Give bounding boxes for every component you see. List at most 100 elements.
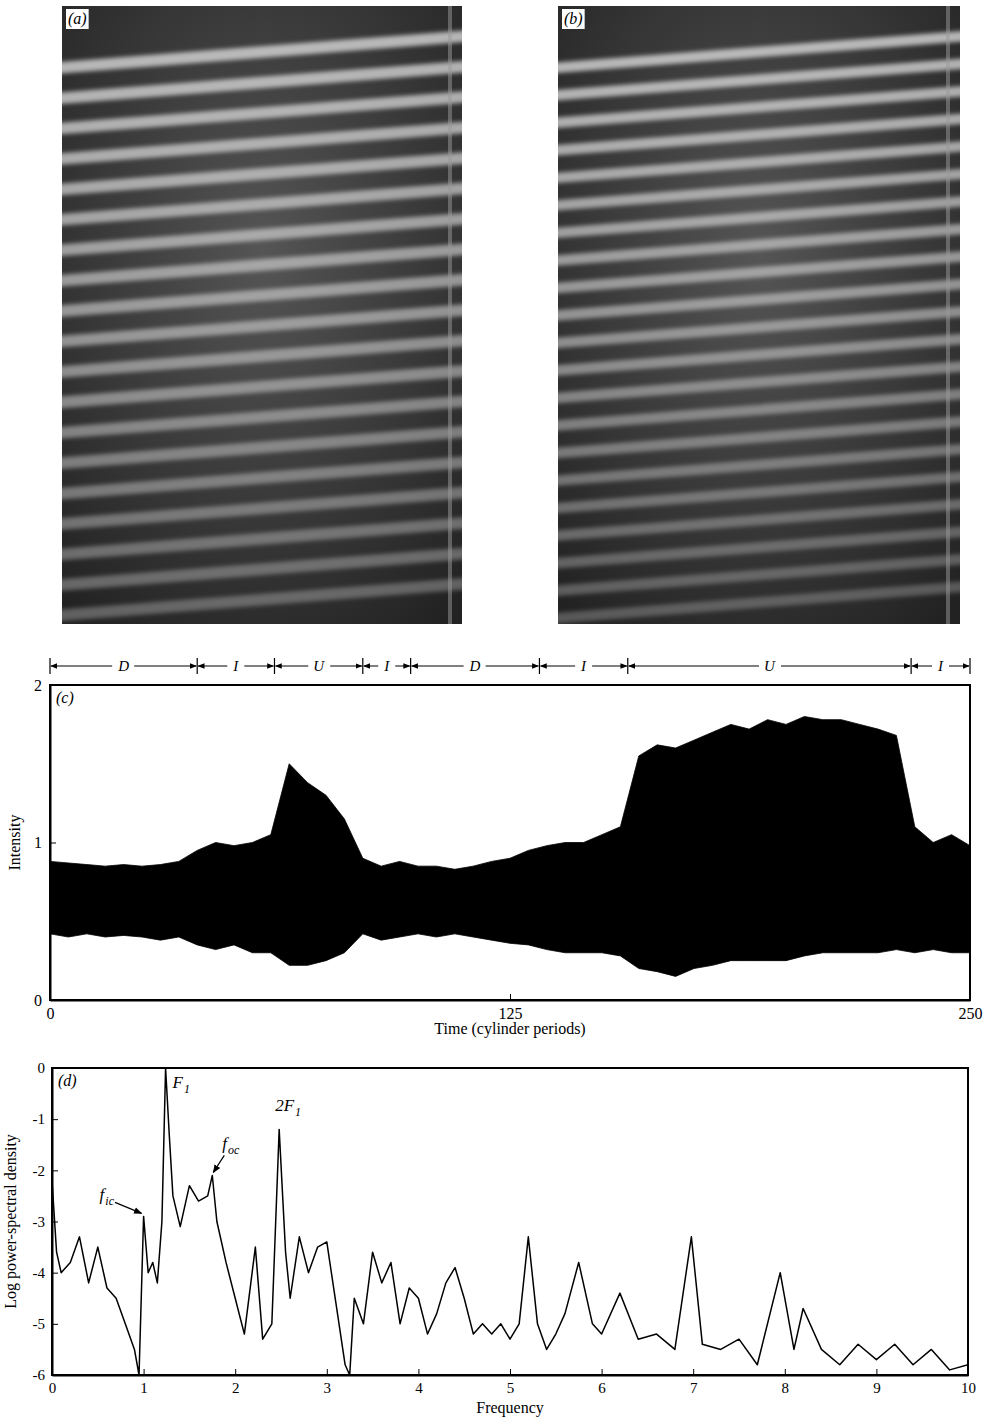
tick: 5 <box>507 1369 515 1396</box>
tick-mark <box>50 1000 56 1001</box>
photo-stripe <box>62 188 462 220</box>
tick-mark <box>52 1170 58 1171</box>
tick-label: -4 <box>33 1265 46 1281</box>
region-boundary <box>539 658 540 674</box>
tick: -4 <box>33 1265 59 1281</box>
photo-stripe <box>62 584 462 616</box>
label-patch <box>308 657 330 675</box>
tick-label: 3 <box>324 1380 332 1396</box>
region-label: D <box>117 658 129 674</box>
tick-label: 2 <box>232 1380 240 1396</box>
tick-label: 5 <box>507 1380 515 1396</box>
figure: (a)(b)DIUIDIUI0125250012Time (cylinder p… <box>0 0 998 1420</box>
tick-mark <box>235 1369 236 1375</box>
tick-label: 2 <box>34 677 42 694</box>
photo: (a) <box>57 6 467 624</box>
photo-stripe <box>62 97 462 129</box>
photo-stripe <box>62 219 462 251</box>
photo-stripe <box>62 279 462 311</box>
tick-mark <box>693 1369 694 1375</box>
region-boundary <box>49 658 50 674</box>
photo-stripe <box>558 449 960 481</box>
tick-label: 250 <box>959 1005 983 1022</box>
photo-stripe <box>558 201 960 233</box>
tick: 8 <box>782 1369 790 1396</box>
tick-mark <box>327 1369 328 1375</box>
photo-stripe <box>62 371 462 403</box>
annotation-arrow <box>115 1202 142 1213</box>
tick: 10 <box>961 1369 976 1396</box>
tick: 0 <box>34 992 56 1009</box>
photo-stripe <box>62 310 462 342</box>
photo-stripe <box>62 523 462 555</box>
tick-label: 7 <box>690 1380 698 1396</box>
photo-stripe <box>62 340 462 372</box>
y-axis: 0 1 2 <box>34 677 56 1009</box>
tick: 125 <box>499 994 523 1022</box>
tick: -2 <box>33 1163 59 1179</box>
tick: 0 <box>38 1060 59 1076</box>
tick: 9 <box>873 1369 881 1396</box>
tick-mark <box>876 1369 877 1375</box>
photo-edge <box>448 6 452 624</box>
annotation-arrow <box>213 1155 224 1172</box>
region-label: I <box>937 658 944 674</box>
photo-stripe <box>62 553 462 585</box>
tick-label: 6 <box>598 1380 606 1396</box>
x-axis-title: Frequency <box>476 1399 544 1417</box>
annotation-subscript: oc <box>228 1143 240 1157</box>
region-boundary <box>197 658 198 674</box>
tick-mark <box>50 843 56 844</box>
photo-stripe <box>558 36 960 68</box>
panel-label: (d) <box>58 1072 77 1090</box>
photo-stripe <box>62 431 462 463</box>
tick-mark <box>50 685 56 686</box>
tick: 2 <box>232 1369 240 1396</box>
tick: 6 <box>598 1369 606 1396</box>
regions: DIUIDIUI <box>50 657 970 675</box>
tick-mark <box>785 1369 786 1375</box>
label-patch <box>759 657 781 675</box>
photo-stripe <box>558 64 960 96</box>
tick: -1 <box>33 1111 59 1127</box>
photo-stripe <box>558 339 960 371</box>
photo-stripe <box>558 91 960 123</box>
photo: (b) <box>553 6 965 624</box>
tick: -5 <box>33 1316 59 1332</box>
plot-frame <box>50 685 970 1000</box>
photo-stripe <box>558 586 960 618</box>
photo-stripe <box>558 119 960 151</box>
photo-stripe <box>558 256 960 288</box>
tick-mark <box>52 1222 58 1223</box>
label-patch <box>562 9 585 29</box>
photo-stripes <box>558 36 960 618</box>
region-label: I <box>232 658 239 674</box>
photo-stripe <box>62 462 462 494</box>
tick-label: -3 <box>33 1214 46 1230</box>
tick-mark <box>510 1369 511 1375</box>
photo-stripe <box>558 421 960 453</box>
annotation-subscript: ic <box>105 1194 114 1208</box>
label-patch <box>575 657 592 675</box>
photo-stripe <box>62 158 462 190</box>
label-patch <box>378 657 395 675</box>
tick-mark <box>418 1369 419 1375</box>
tick-mark <box>52 1273 58 1274</box>
tick-label: -5 <box>33 1316 46 1332</box>
photo-stripe <box>558 531 960 563</box>
panel-label: (a) <box>68 10 87 28</box>
tick: 1 <box>140 1369 148 1396</box>
label-patch <box>464 657 486 675</box>
photo-stripe <box>558 476 960 508</box>
annotation-label: 2F <box>275 1096 295 1115</box>
panel-label: (b) <box>564 10 583 28</box>
tick-mark <box>52 1375 58 1376</box>
tick-label: -1 <box>33 1111 46 1127</box>
tick: 2 <box>34 677 56 694</box>
photo-stripes <box>62 36 462 616</box>
tick: 1 <box>34 834 56 851</box>
tick-label: 10 <box>961 1380 976 1396</box>
annotation-subscript: 1 <box>184 1082 190 1096</box>
tick-label: 0 <box>49 1380 57 1396</box>
label-patch <box>66 9 89 29</box>
